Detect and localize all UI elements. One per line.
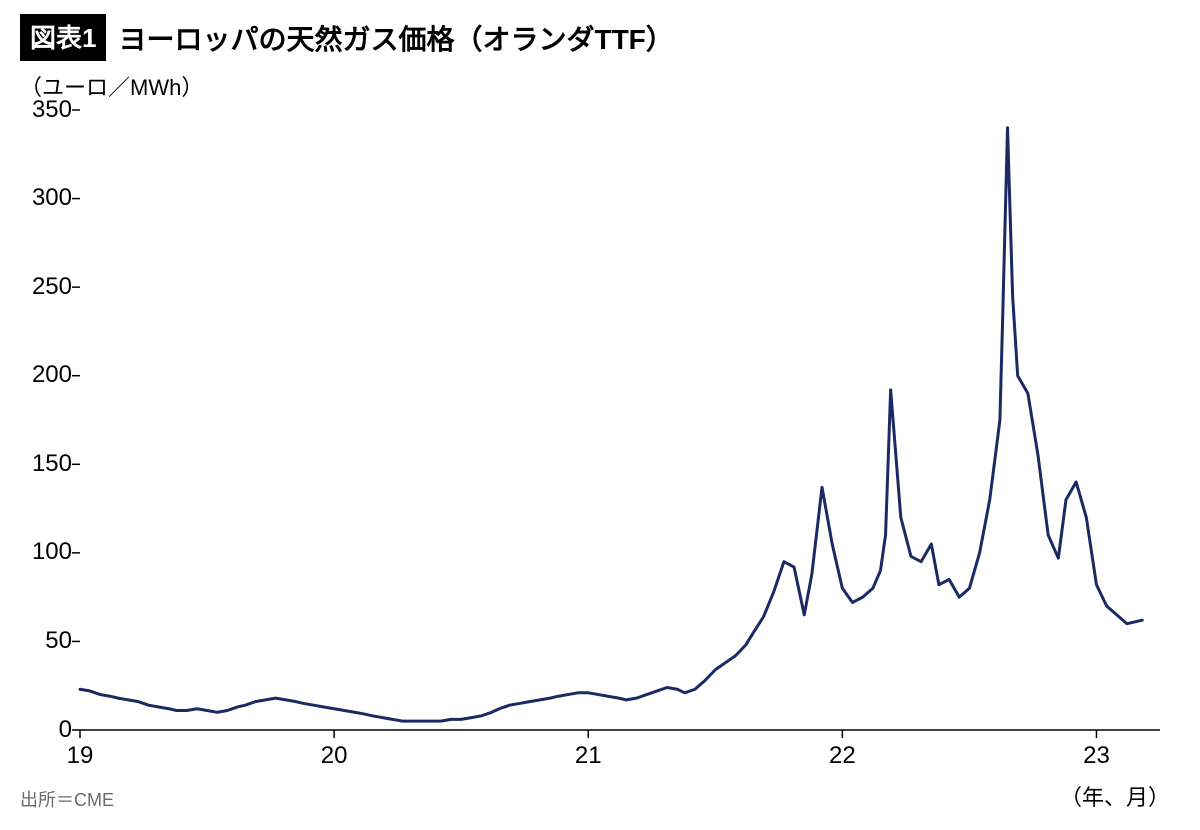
x-axis-label: （年、月） [1060,780,1170,812]
ytick-label: 350 [22,96,72,124]
title-row: 図表1 ヨーロッパの天然ガス価格（オランダTTF） [20,14,674,61]
ytick-label: 200 [22,361,72,389]
xtick-label: 21 [558,742,618,770]
line-chart [80,110,1160,730]
xtick-label: 19 [50,742,110,770]
yticks [72,110,80,730]
figure-container: 図表1 ヨーロッパの天然ガス価格（オランダTTF） （ユーロ／MWh） 0501… [0,0,1200,830]
ytick-label: 150 [22,450,72,478]
xtick-label: 20 [304,742,364,770]
ytick-label: 100 [22,538,72,566]
xticks [80,730,1096,738]
ytick-label: 0 [22,716,72,744]
figure-badge: 図表1 [20,14,106,61]
ytick-label: 300 [22,184,72,212]
ytick-label: 50 [22,627,72,655]
ytick-label: 250 [22,273,72,301]
figure-title: ヨーロッパの天然ガス価格（オランダTTF） [118,18,673,58]
xtick-label: 22 [812,742,872,770]
source-label: 出所＝CME [20,786,114,812]
xtick-label: 23 [1066,742,1126,770]
data-line [80,128,1142,721]
